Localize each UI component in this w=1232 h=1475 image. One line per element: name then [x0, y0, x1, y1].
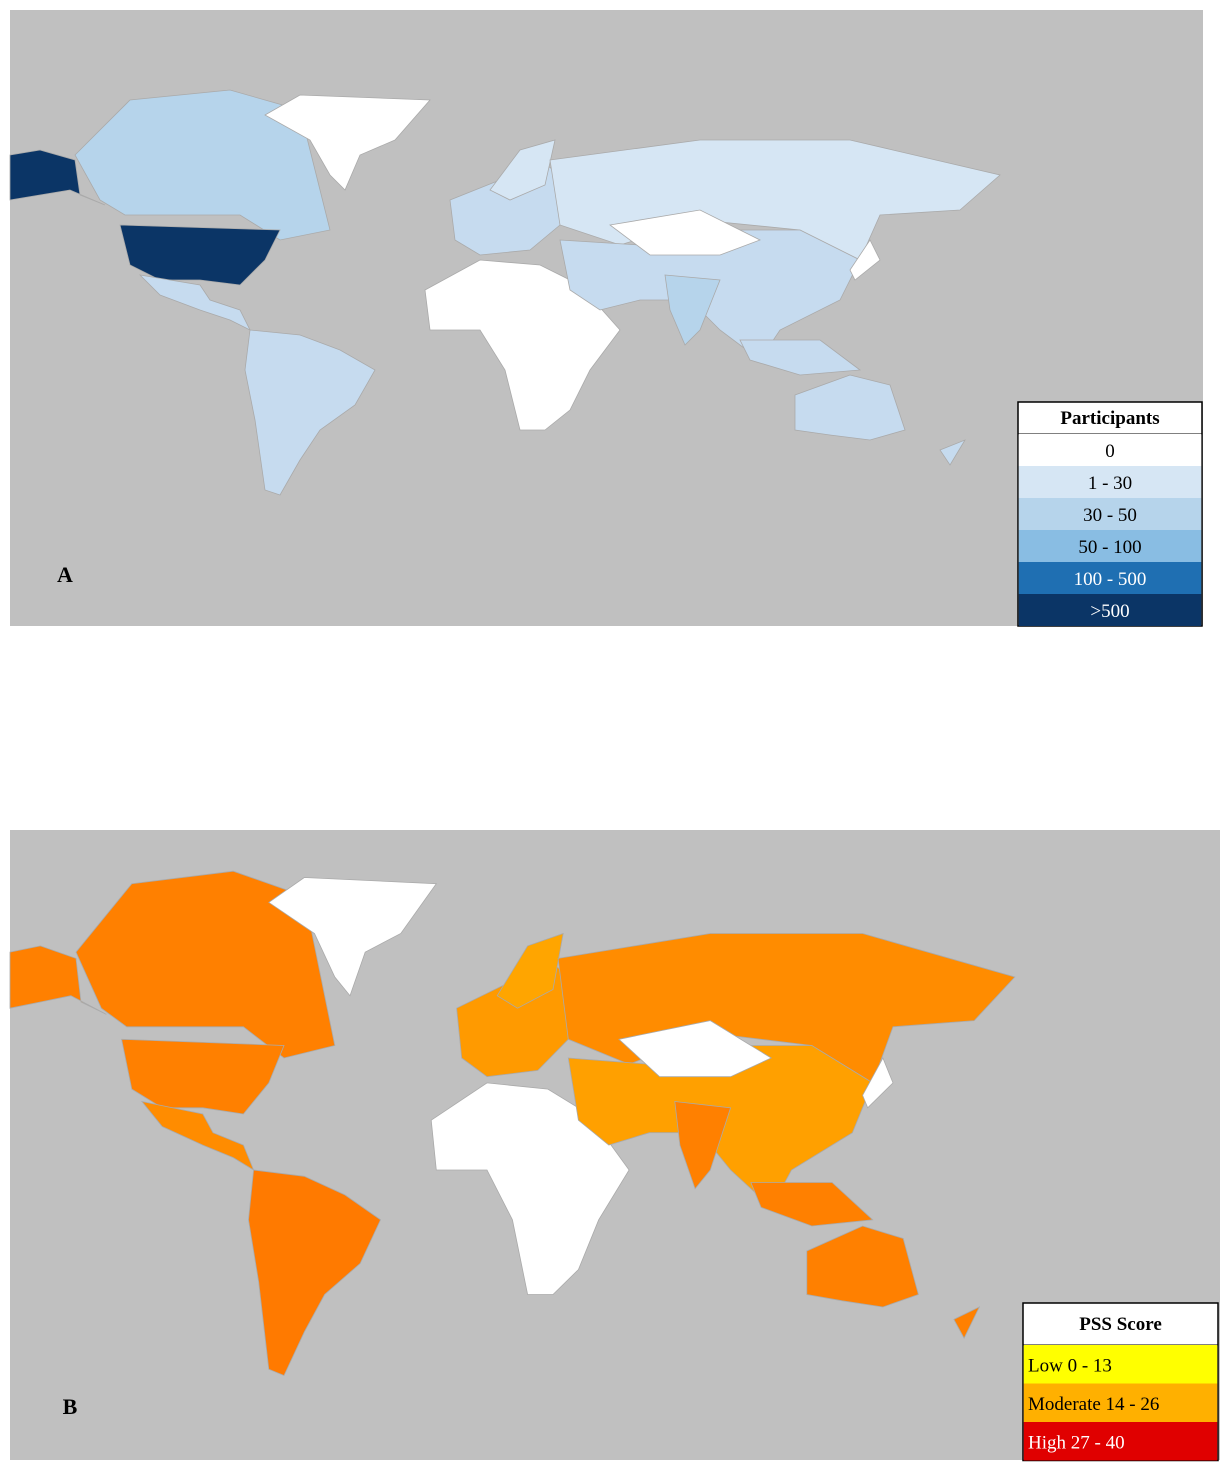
legend-swatch — [1018, 466, 1202, 498]
legend-label: 50 - 100 — [1078, 537, 1141, 558]
country — [424, 259, 621, 431]
legend-label: High 27 - 40 — [1028, 1432, 1125, 1453]
country — [430, 1082, 630, 1295]
legend-label: Moderate 14 - 26 — [1028, 1394, 1159, 1415]
country — [9, 149, 106, 206]
legend-swatch — [1018, 594, 1202, 626]
country — [953, 1306, 981, 1339]
country — [264, 94, 431, 191]
country — [862, 1057, 894, 1109]
legend: PSS Score Low 0 - 13 Moderate 14 - 26 High … — [1022, 1302, 1219, 1462]
country — [739, 339, 862, 376]
country — [939, 439, 966, 466]
legend-swatch — [1018, 434, 1202, 466]
legend-label: 100 - 500 — [1074, 569, 1147, 590]
country — [750, 1182, 874, 1227]
country — [119, 224, 281, 286]
legend-swatch — [1023, 1383, 1218, 1422]
legend-swatch — [1018, 562, 1202, 594]
legend-label: 0 — [1105, 441, 1115, 462]
panel-label: B — [63, 1394, 78, 1419]
legend-swatch — [1018, 530, 1202, 562]
country — [121, 1038, 285, 1115]
country — [609, 209, 761, 256]
country — [849, 239, 881, 281]
country — [664, 274, 721, 346]
country — [9, 945, 107, 1015]
legend-label: 30 - 50 — [1083, 505, 1137, 526]
country — [74, 89, 331, 241]
world-map — [9, 89, 1001, 496]
legend-label: >500 — [1090, 601, 1129, 622]
panel-label: A — [57, 562, 73, 587]
legend-title: Participants — [1060, 408, 1159, 429]
legend-label: Low 0 - 13 — [1028, 1355, 1112, 1376]
legend-title: PSS Score — [1079, 1314, 1162, 1335]
world-map — [9, 870, 1016, 1377]
country — [248, 1169, 382, 1377]
legend-label: 1 - 30 — [1088, 473, 1132, 494]
legend-swatch — [1023, 1345, 1218, 1384]
country — [618, 1020, 773, 1078]
country — [244, 329, 376, 496]
legend: Participants 0 1 - 30 30 - 50 50 - 100 100 - … — [1017, 401, 1203, 627]
legend-swatch — [1023, 1422, 1218, 1461]
country — [674, 1101, 732, 1190]
country — [794, 374, 906, 441]
legend-swatch — [1018, 498, 1202, 530]
country — [268, 877, 438, 997]
country — [806, 1225, 919, 1308]
country — [75, 870, 336, 1059]
